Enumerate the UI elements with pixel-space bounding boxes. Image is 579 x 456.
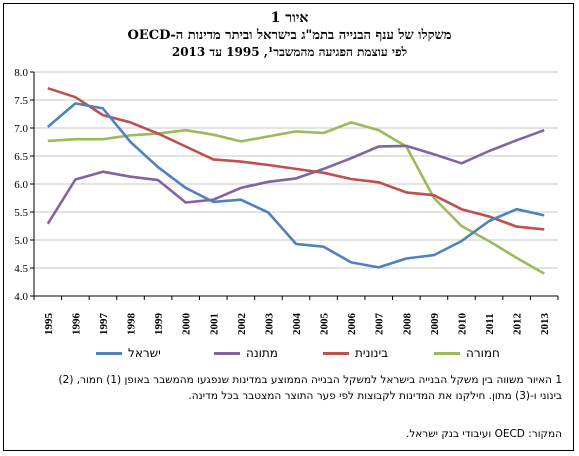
legend-label-medium: בינונית — [355, 346, 389, 360]
x-tick-label: 2013 — [539, 313, 551, 336]
footnote-line-2: בינוני ו-(3) מתון. חילקנו את המדינות לקב… — [188, 390, 562, 402]
source-note: המקור: OECD ועיבודי בנק ישראל. — [405, 428, 562, 440]
chart-titles: איור 1 משקלו של ענף הבנייה בתמ"ג בישראל … — [4, 10, 575, 60]
legend-item-medium: בינונית — [323, 344, 388, 362]
series-line-0 — [46, 102, 545, 269]
x-tick-label: 2009 — [429, 313, 441, 336]
chart-title: משקלו של ענף הבנייה בתמ"ג בישראל וביתר מ… — [127, 28, 452, 43]
chart-grid — [33, 71, 558, 297]
x-tick-label: 1997 — [98, 313, 110, 336]
chart-subtitle: לפי עוצמת הפגיעה מהמשבר¹, 1995 עד 2013 — [171, 45, 408, 59]
legend-label-israel: ישראל — [128, 346, 161, 360]
legend-item-severe: חמורה — [434, 344, 500, 362]
x-tick-label: 2012 — [512, 313, 524, 336]
chart-title-number: איור 1 — [270, 10, 309, 26]
legend-label-severe: חמורה — [466, 346, 500, 360]
x-tick-label: 1998 — [126, 313, 138, 336]
legend-swatch-medium — [323, 351, 349, 355]
y-tick-label: 7.0 — [14, 123, 28, 135]
y-tick-label: 8.0 — [14, 67, 28, 79]
y-tick-label: 6.0 — [14, 179, 28, 191]
x-tick-label: 2005 — [319, 313, 331, 336]
y-tick-label: 4.5 — [14, 263, 28, 275]
chart-legend: ישראל מתונה בינונית חמורה — [96, 344, 516, 362]
legend-item-moderate: מתונה — [214, 344, 278, 362]
x-tick-label: 2001 — [208, 313, 220, 335]
y-tick-label: 6.5 — [14, 151, 28, 163]
chart-series — [46, 86, 545, 275]
x-tick-label: 2003 — [263, 313, 275, 336]
y-tick-label: 5.5 — [14, 207, 28, 219]
series-line-1 — [46, 128, 545, 225]
footnote-line-1: 1 האיור משווה בין משקל הבנייה בישראל למש… — [58, 374, 562, 386]
legend-label-moderate: מתונה — [246, 346, 278, 360]
x-tick-label: 1999 — [153, 313, 165, 336]
x-tick-label: 2011 — [484, 313, 496, 334]
x-tick-label: 2008 — [401, 313, 413, 336]
legend-swatch-severe — [434, 351, 460, 355]
x-tick-label: 2002 — [236, 313, 248, 336]
x-tick-label: 2010 — [456, 313, 468, 336]
legend-swatch-moderate — [214, 351, 240, 355]
x-tick-label: 1996 — [70, 313, 82, 336]
footnote: 1 האיור משווה בין משקל הבנייה בישראל למש… — [10, 372, 562, 404]
x-tick-label: 2006 — [346, 313, 358, 336]
y-tick-label: 4.0 — [14, 291, 28, 303]
x-tick-label: 2000 — [181, 313, 193, 336]
x-axis-ticks: 1995 1996 1997 1998 1999 2000 2001 2002 2003 2004… — [33, 296, 559, 336]
x-tick-label: 2007 — [374, 313, 386, 336]
y-tick-label: 7.5 — [14, 95, 28, 107]
series-line-2 — [47, 86, 545, 231]
series-line-3 — [47, 121, 545, 275]
x-tick-label: 2004 — [291, 313, 303, 336]
x-tick-label: 1995 — [43, 313, 55, 336]
legend-item-israel: ישראל — [96, 344, 161, 362]
y-tick-label: 5.0 — [14, 235, 28, 247]
y-axis-ticks: 4.0 4.5 5.0 5.5 6.0 6.5 7.0 7.5 8.0 — [14, 67, 34, 303]
legend-swatch-israel — [96, 351, 122, 355]
